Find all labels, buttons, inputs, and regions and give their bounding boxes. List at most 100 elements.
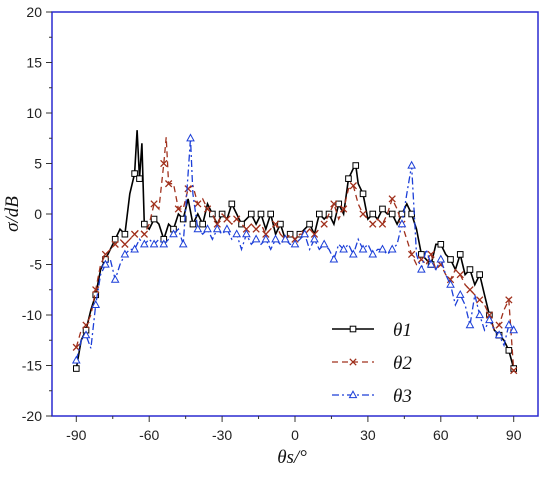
- data-point: [310, 230, 319, 238]
- data-point: [387, 244, 397, 253]
- data-point: [203, 205, 212, 213]
- data-point: [179, 215, 187, 223]
- data-point: [186, 133, 195, 142]
- y-tick-label: -20: [22, 408, 42, 424]
- plot-area: [51, 11, 539, 417]
- data-point: [262, 230, 270, 238]
- data-point: [306, 220, 313, 228]
- data-point: [139, 239, 149, 248]
- series-2: [72, 137, 518, 375]
- data-point: [238, 220, 245, 228]
- legend-label: θ1: [393, 320, 412, 341]
- legend-label: θ2: [393, 353, 412, 374]
- data-point: [466, 266, 474, 273]
- data-point: [242, 225, 251, 233]
- data-point: [388, 195, 396, 203]
- data-point: [242, 229, 251, 238]
- data-point: [339, 205, 348, 213]
- data-point: [417, 264, 426, 273]
- data-point: [320, 220, 328, 228]
- data-point: [291, 235, 299, 243]
- y-tick-label: -15: [22, 358, 42, 374]
- data-point: [228, 200, 236, 208]
- x-axis-title: θs/°: [277, 447, 307, 468]
- data-point: [455, 289, 465, 298]
- legend-item: θ1: [332, 320, 412, 341]
- data-point: [247, 210, 255, 218]
- data-point: [436, 254, 446, 263]
- data-point: [111, 235, 119, 243]
- data-point: [92, 291, 100, 299]
- data-point: [329, 254, 339, 263]
- data-point: [290, 239, 300, 248]
- data-point: [203, 224, 212, 233]
- data-point: [352, 162, 360, 169]
- data-point: [131, 170, 138, 177]
- data-point: [164, 180, 173, 188]
- data-point: [141, 220, 148, 228]
- data-point: [378, 220, 387, 228]
- data-point: [505, 296, 513, 304]
- y-tick-label: -5: [30, 257, 43, 273]
- legend-label: θ3: [393, 386, 412, 407]
- data-point: [319, 239, 329, 248]
- legend-marker: [349, 358, 357, 366]
- plot-frame: [51, 11, 539, 417]
- y-tick-label: 15: [26, 55, 42, 71]
- data-point: [267, 210, 274, 218]
- data-point: [505, 347, 513, 354]
- data-point: [407, 250, 416, 259]
- legend-item: θ3: [332, 386, 412, 407]
- data-point: [209, 210, 216, 218]
- data-point: [194, 200, 202, 208]
- data-point: [178, 239, 188, 248]
- x-tick-label: 30: [360, 427, 376, 443]
- data-point: [348, 249, 358, 258]
- data-point: [379, 205, 386, 213]
- data-point: [222, 224, 232, 233]
- data-point: [82, 321, 90, 329]
- data-point: [257, 210, 265, 218]
- data-point: [111, 240, 119, 248]
- data-point: [349, 182, 357, 190]
- data-point: [261, 234, 271, 243]
- data-point: [184, 185, 192, 193]
- y-tick-label: 10: [26, 105, 42, 121]
- data-point: [495, 321, 503, 329]
- data-point: [101, 250, 110, 259]
- data-point: [232, 229, 242, 238]
- series-3: [71, 133, 519, 364]
- data-point: [335, 200, 343, 208]
- legend-item: θ2: [332, 353, 412, 374]
- data-point: [120, 249, 130, 258]
- data-point: [509, 325, 519, 334]
- data-point: [81, 330, 91, 339]
- x-tick-label: -90: [66, 427, 86, 443]
- data-point: [456, 270, 464, 279]
- y-tick-label: 20: [26, 4, 42, 20]
- y-tick-label: 0: [34, 206, 42, 222]
- data-point: [358, 244, 368, 253]
- data-point: [369, 210, 377, 218]
- data-point: [446, 275, 455, 284]
- data-point: [150, 200, 158, 208]
- data-point: [475, 310, 485, 319]
- data-point: [174, 205, 183, 213]
- data-point: [159, 239, 169, 248]
- data-point: [339, 244, 348, 253]
- data-point: [150, 215, 158, 223]
- data-point: [510, 366, 518, 375]
- data-point: [169, 229, 178, 238]
- data-point: [378, 244, 387, 253]
- x-tick-label: -30: [212, 427, 232, 443]
- data-point: [476, 271, 483, 278]
- legend-marker: [348, 390, 358, 399]
- data-point: [271, 234, 280, 243]
- x-tick-label: 60: [433, 427, 449, 443]
- y-tick-label: -10: [22, 307, 42, 323]
- data-point: [359, 190, 367, 198]
- data-point: [388, 210, 396, 218]
- data-point: [130, 244, 139, 253]
- data-point: [485, 315, 494, 324]
